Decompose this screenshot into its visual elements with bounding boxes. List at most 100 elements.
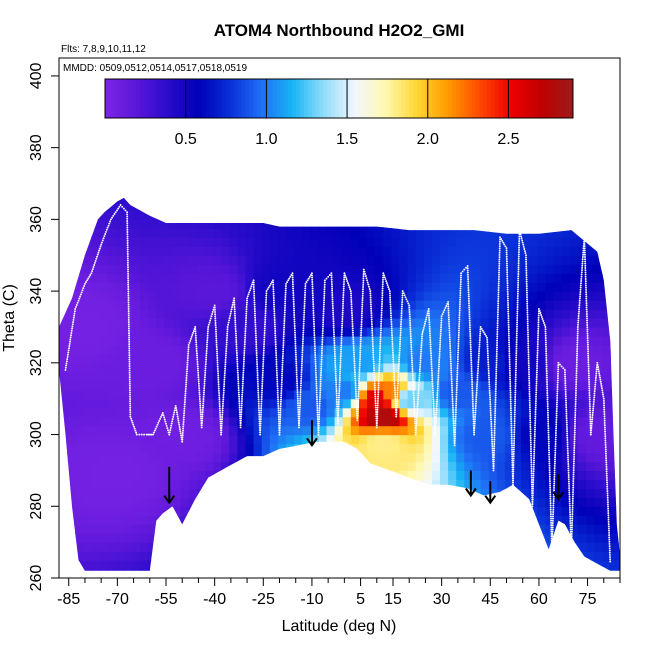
flight-track-point <box>201 411 204 414</box>
heatmap-cell <box>383 488 392 498</box>
heatmap-cell <box>399 228 409 238</box>
heatmap-cell <box>554 184 563 194</box>
heatmap-cell <box>253 362 263 373</box>
flight-track-point <box>183 407 186 410</box>
heatmap-cell <box>91 533 101 543</box>
heatmap-cell <box>213 282 222 292</box>
heatmap-cell <box>318 255 328 265</box>
flight-track-point <box>217 370 219 373</box>
heatmap-cell <box>464 255 473 265</box>
flight-track-point <box>128 358 131 361</box>
heatmap-cell <box>123 569 133 571</box>
heatmap-cell <box>156 416 165 427</box>
flight-track-point <box>261 387 264 390</box>
heatmap-cell <box>423 434 433 445</box>
flight-track-point <box>349 290 352 293</box>
heatmap-cell <box>302 389 311 400</box>
flight-track-point <box>350 303 353 306</box>
flight-track-point <box>72 321 75 324</box>
heatmap-cell <box>351 184 360 194</box>
heatmap-cell <box>99 371 109 382</box>
heatmap-cell <box>375 497 384 507</box>
heatmap-cell <box>504 506 514 516</box>
heatmap-cell <box>456 452 465 463</box>
heatmap-cell <box>448 201 457 211</box>
flight-track-point <box>182 427 185 430</box>
flight-track-point <box>214 322 217 324</box>
heatmap-cell <box>334 228 344 238</box>
heatmap-cell <box>221 237 230 247</box>
flights-note: Flts: 7,8,9,10,11,12 <box>61 44 146 55</box>
heatmap-cell <box>391 237 401 247</box>
heatmap-cell <box>537 569 546 571</box>
flight-track-point <box>281 357 284 360</box>
flight-track-point <box>314 358 317 361</box>
heatmap-cell <box>261 246 271 256</box>
heatmap-cell <box>367 362 376 373</box>
heatmap-cell <box>431 201 441 211</box>
heatmap-cell <box>488 389 498 400</box>
flight-track-point <box>178 428 181 431</box>
heatmap-cell <box>569 291 579 301</box>
heatmap-cell <box>245 246 255 256</box>
flight-track-point <box>128 354 131 357</box>
heatmap-cell <box>148 318 157 328</box>
heatmap-cell <box>359 488 368 498</box>
heatmap-cell <box>359 197 368 203</box>
flight-track-point <box>372 356 375 358</box>
heatmap-cell <box>383 416 392 427</box>
heatmap-cell <box>277 389 287 400</box>
heatmap-cell <box>237 560 247 570</box>
heatmap-cell <box>221 246 230 256</box>
flight-track-point <box>221 411 224 414</box>
heatmap-cell <box>350 488 360 498</box>
flight-track-point <box>263 329 266 332</box>
heatmap-cell <box>310 461 319 471</box>
flight-track-point <box>68 347 70 350</box>
heatmap-cell <box>569 246 579 256</box>
flight-track-point <box>373 367 375 369</box>
heatmap-cell <box>286 533 295 543</box>
heatmap-cell <box>59 434 68 445</box>
heatmap-cell <box>440 291 449 301</box>
heatmap-cell <box>253 246 263 256</box>
heatmap-cell <box>164 327 174 337</box>
flight-track-point <box>126 261 129 264</box>
flight-track-point <box>145 433 148 436</box>
heatmap-cell <box>375 416 384 427</box>
flight-track-point <box>160 415 162 418</box>
heatmap-cell <box>350 398 360 409</box>
heatmap-cell <box>342 318 352 328</box>
heatmap-cell <box>294 542 303 552</box>
heatmap-cell <box>521 560 530 570</box>
heatmap-cell <box>245 228 255 238</box>
heatmap-cell <box>221 488 230 498</box>
flight-track-point <box>187 346 190 349</box>
heatmap-cell <box>91 461 101 471</box>
heatmap-cell <box>440 533 449 543</box>
flight-track-point <box>340 331 343 334</box>
heatmap-cell <box>375 551 384 561</box>
heatmap-cell <box>261 470 271 480</box>
heatmap-cell <box>359 398 368 409</box>
heatmap-cell <box>407 371 417 382</box>
heatmap-cell <box>342 452 352 463</box>
flight-track-point <box>196 363 199 366</box>
heatmap-cell <box>472 560 482 570</box>
heatmap-cell <box>99 327 109 337</box>
flight-track-point <box>346 280 349 283</box>
flight-track-point <box>278 424 281 427</box>
flight-track-point <box>372 362 375 365</box>
heatmap-cell <box>602 273 611 283</box>
heatmap-cell <box>253 197 263 203</box>
heatmap-cell <box>423 318 433 328</box>
flight-track-point <box>338 392 341 395</box>
heatmap-cell <box>302 353 311 364</box>
heatmap-cell <box>318 210 328 220</box>
heatmap-cell <box>529 219 538 229</box>
flight-track-point <box>356 414 359 417</box>
heatmap-cell <box>415 542 425 552</box>
heatmap-cell <box>221 291 230 301</box>
flight-track-point <box>264 323 266 326</box>
flight-track-point <box>204 367 207 370</box>
